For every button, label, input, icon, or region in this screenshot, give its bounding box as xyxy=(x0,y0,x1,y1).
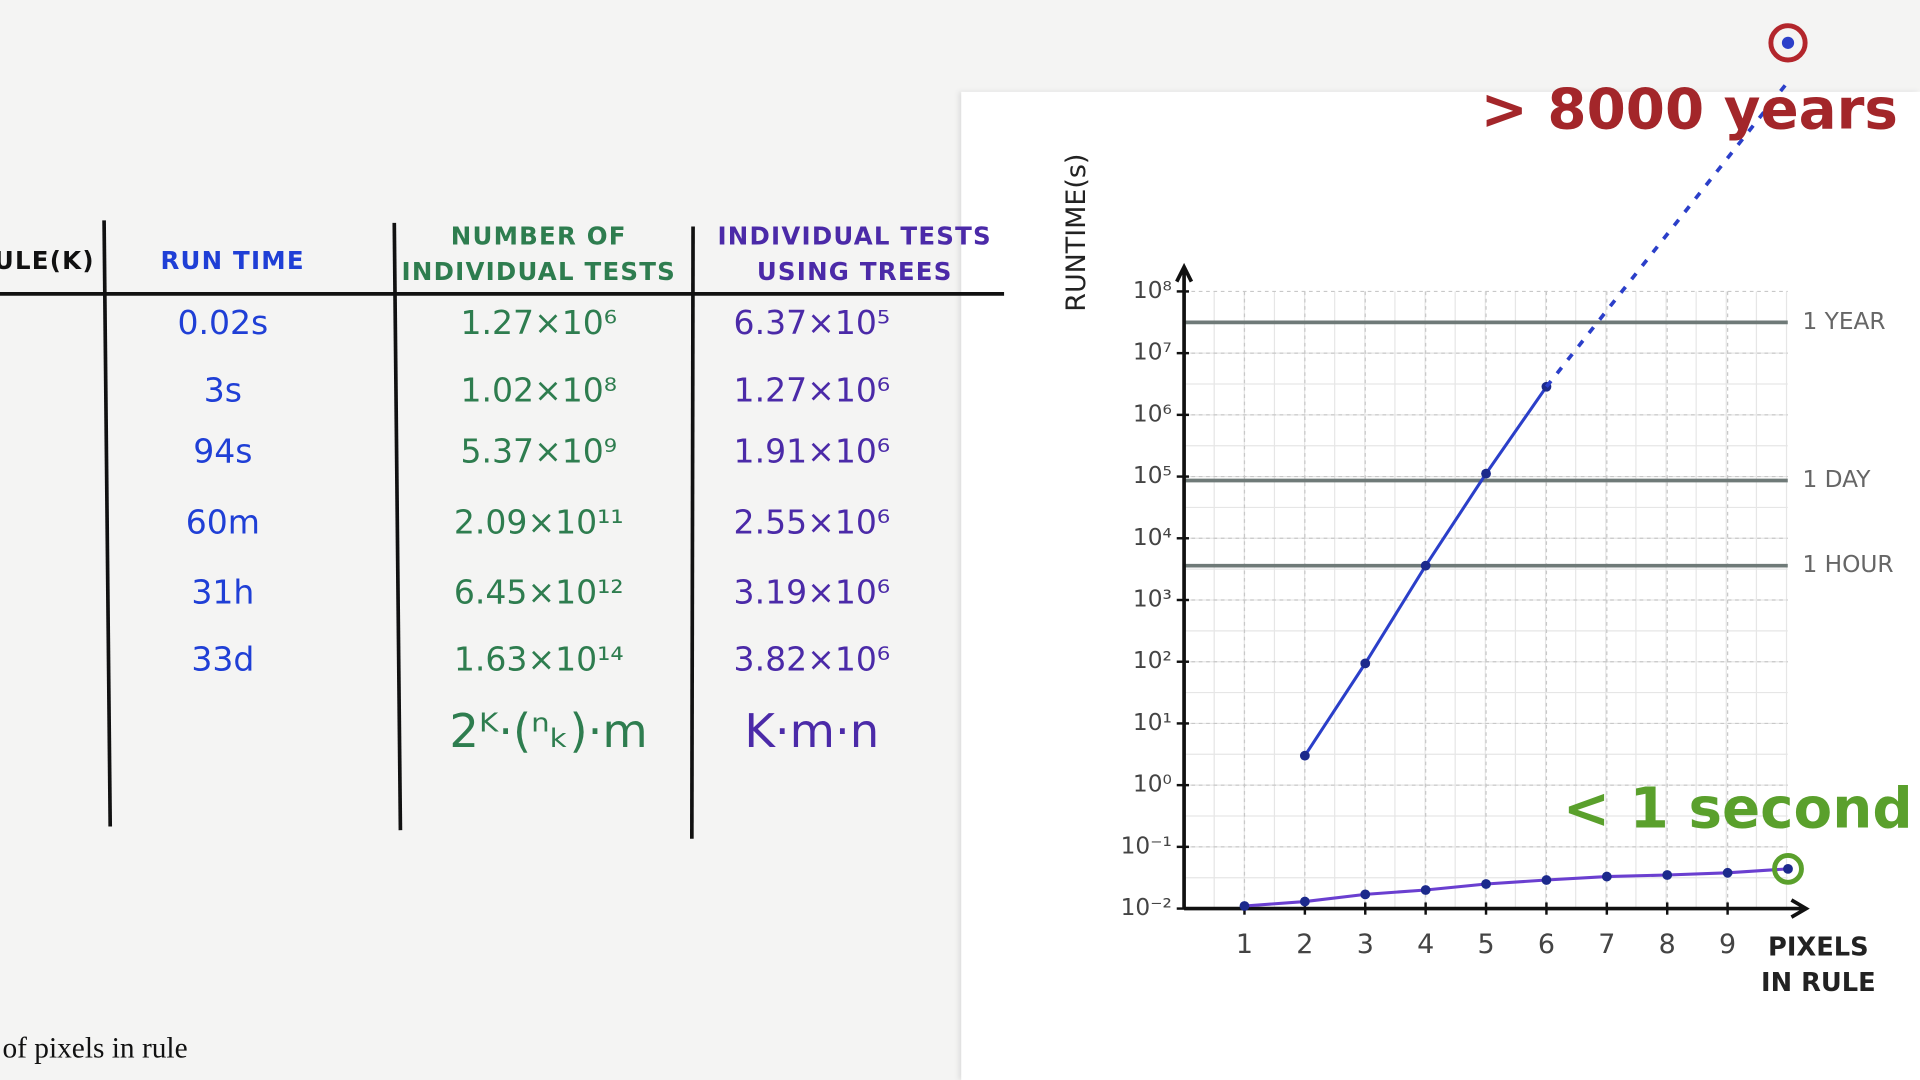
table-cell: 3s xyxy=(204,370,242,409)
table-cell: 3.19×10⁶ xyxy=(734,572,891,611)
y-tick-label: 10³ xyxy=(1133,586,1172,613)
x-axis xyxy=(1184,898,1810,919)
point xyxy=(1481,879,1491,889)
point xyxy=(1783,863,1793,874)
point xyxy=(1722,867,1733,878)
table-header: ULE(K) xyxy=(0,246,95,275)
caption: of pixels in rule xyxy=(2,1032,187,1064)
annotation: < 1 second xyxy=(1563,776,1913,841)
point xyxy=(1299,750,1310,761)
point xyxy=(1239,901,1250,911)
target-ring xyxy=(1772,852,1804,885)
y-tick-label: 10⁶ xyxy=(1133,400,1172,427)
table-cell: 1.02×10⁸ xyxy=(460,370,617,409)
x-tick-label: 1 xyxy=(1236,929,1253,960)
point xyxy=(1481,468,1491,479)
y-tick-label: 10⁻² xyxy=(1121,894,1172,921)
table-cell: 6.45×10¹² xyxy=(454,572,624,611)
table-rules xyxy=(0,220,1005,839)
x-tick-label: 6 xyxy=(1538,929,1555,960)
x-tick-label: 5 xyxy=(1477,929,1494,960)
table-cell: 5.37×10⁹ xyxy=(460,432,617,471)
x-tick-label: 3 xyxy=(1357,929,1374,960)
y-tick-label: 10⁸ xyxy=(1133,277,1172,304)
table-cell: 1.27×10⁶ xyxy=(460,303,617,342)
table-cell: 94s xyxy=(193,432,252,471)
point xyxy=(1299,896,1310,907)
table-cell: 33d xyxy=(191,640,254,679)
y-tick-label: 10⁵ xyxy=(1133,462,1172,489)
target-ring xyxy=(1768,23,1808,63)
point xyxy=(1420,560,1431,571)
paper-sheet xyxy=(961,91,1920,1080)
formula: K·m·n xyxy=(744,704,879,758)
table-cell: 2.09×10¹¹ xyxy=(454,503,624,542)
x-tick-label: 7 xyxy=(1598,929,1615,960)
point xyxy=(1360,658,1371,669)
table-cell: 1.91×10⁶ xyxy=(734,432,891,471)
point xyxy=(1420,885,1431,895)
y-tick-label: 10⁴ xyxy=(1133,524,1172,551)
table-header: INDIVIDUAL TESTS xyxy=(402,257,676,286)
table-cell: 1.27×10⁶ xyxy=(734,370,891,409)
x-axis-label: PIXELS xyxy=(1768,932,1869,962)
point xyxy=(1360,889,1371,900)
reference-label: 1 HOUR xyxy=(1802,551,1893,578)
table-header: USING TREES xyxy=(757,257,953,286)
table-cell: 3.82×10⁶ xyxy=(734,640,891,679)
y-tick-label: 10⁰ xyxy=(1133,771,1172,798)
table-cell: 1.63×10¹⁴ xyxy=(454,640,624,679)
series-line xyxy=(1544,80,1790,388)
x-tick-label: 2 xyxy=(1296,929,1313,960)
table-cell: 6.37×10⁵ xyxy=(734,303,891,342)
y-tick-label: 10¹ xyxy=(1133,709,1172,736)
y-axis xyxy=(1175,262,1194,909)
y-axis-label: RUNTIME(s) xyxy=(1061,154,1092,312)
reference-label: 1 YEAR xyxy=(1802,308,1885,335)
series-line xyxy=(1244,867,1789,908)
x-tick-label: 4 xyxy=(1417,929,1434,960)
x-tick-label: 8 xyxy=(1659,929,1676,960)
x-axis-label: IN RULE xyxy=(1761,968,1876,998)
point xyxy=(1662,870,1673,880)
table-cell: 31h xyxy=(191,572,254,611)
reference-label: 1 DAY xyxy=(1802,466,1871,493)
point xyxy=(1541,875,1552,885)
table-header: RUN TIME xyxy=(160,246,304,275)
table-cell: 0.02s xyxy=(177,303,268,342)
formula: 2ᴷ·(ⁿₖ)·m xyxy=(449,704,647,758)
point xyxy=(1601,871,1612,882)
annotation: > 8000 years xyxy=(1481,77,1898,142)
table-header: INDIVIDUAL TESTS xyxy=(717,222,991,251)
table-cell: 60m xyxy=(186,503,260,542)
x-tick-label: 9 xyxy=(1719,929,1736,960)
table-cell: 2.55×10⁶ xyxy=(734,503,891,542)
table-header: NUMBER OF xyxy=(451,222,627,251)
target-dot xyxy=(1781,36,1795,49)
y-tick-label: 10² xyxy=(1133,647,1172,674)
y-tick-label: 10⁻¹ xyxy=(1121,832,1172,859)
y-tick-label: 10⁷ xyxy=(1133,339,1172,366)
